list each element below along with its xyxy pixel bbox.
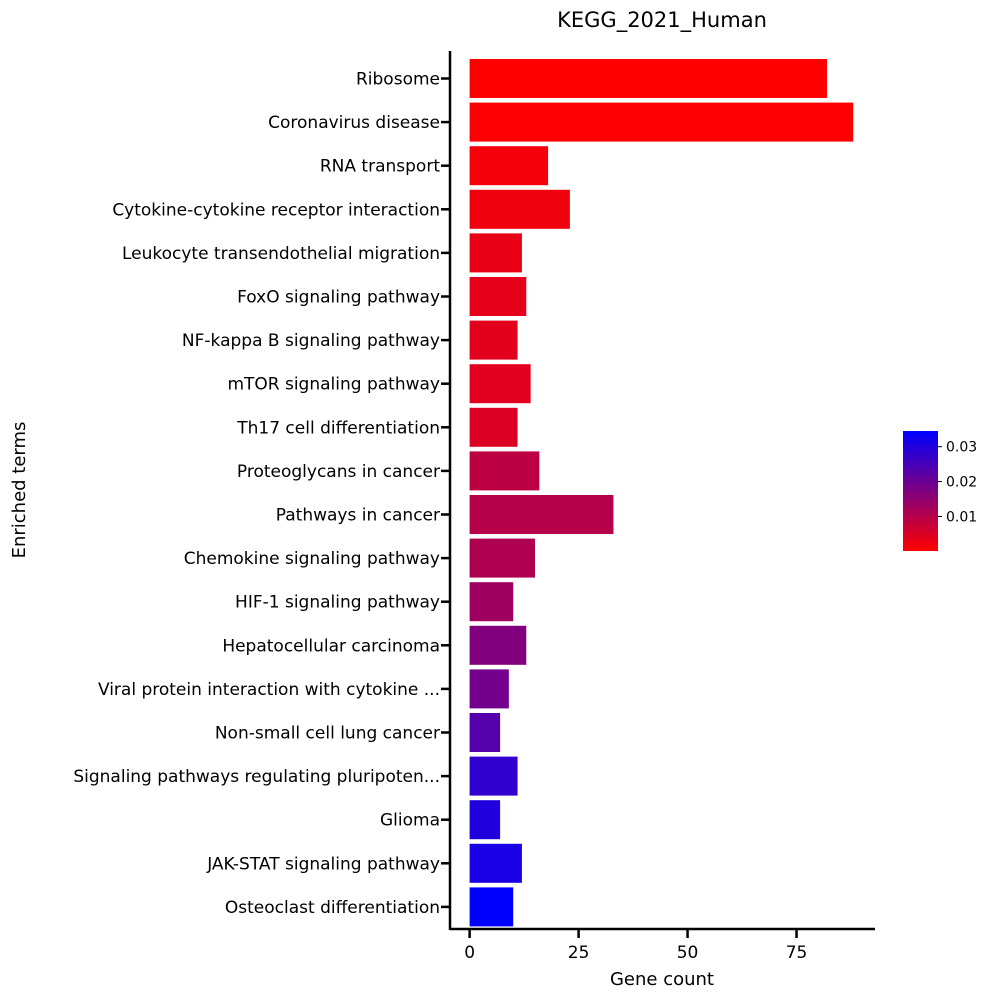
bar <box>469 582 514 622</box>
bar <box>469 800 501 840</box>
category-label: RNA transport <box>320 157 440 177</box>
chart-title: KEGG_2021_Human <box>557 8 767 33</box>
colorbar-tick-label: 0.03 <box>946 440 977 456</box>
bar <box>469 146 549 186</box>
category-label: Coronavirus disease <box>268 113 440 133</box>
bar <box>469 102 854 142</box>
category-label: Non-small cell lung cancer <box>215 724 440 744</box>
bar <box>469 538 535 578</box>
category-label: Ribosome <box>356 70 440 90</box>
bar <box>469 495 614 534</box>
colorbar-tick-label: 0.02 <box>946 475 977 491</box>
category-label: HIF-1 signaling pathway <box>235 593 440 613</box>
category-label: mTOR signaling pathway <box>227 375 440 395</box>
category-label: Pathways in cancer <box>276 506 440 526</box>
x-tick-label: 25 <box>568 943 590 963</box>
x-axis-title: Gene count <box>610 969 714 990</box>
category-label: FoxO signaling pathway <box>237 288 440 308</box>
bar <box>469 843 522 883</box>
bar <box>469 407 518 447</box>
bars-group <box>469 59 854 927</box>
bar <box>469 364 531 404</box>
category-label: Proteoglycans in cancer <box>237 462 440 482</box>
bar <box>469 233 522 273</box>
category-label: Cytokine-cytokine receptor interaction <box>112 200 440 220</box>
colorbar-gradient <box>903 431 938 551</box>
category-label: Hepatocellular carcinoma <box>222 636 440 656</box>
x-tick-label: 0 <box>464 943 475 963</box>
x-tick-label: 50 <box>677 943 699 963</box>
category-labels-group: Ribosome Coronavirus disease RNA transport… <box>73 70 450 918</box>
category-label: Signaling pathways regulating pluripoten… <box>73 767 440 787</box>
colorbar-tick-label: 0.01 <box>946 509 977 525</box>
bar <box>469 756 518 796</box>
bar <box>469 189 570 229</box>
category-label: JAK-STAT signaling pathway <box>206 854 440 874</box>
y-axis-title: Enriched terms <box>9 422 30 559</box>
colorbar: 0.01 0.02 0.03 <box>903 431 977 551</box>
bar <box>469 451 540 491</box>
category-label: Chemokine signaling pathway <box>184 549 440 569</box>
category-label: Leukocyte transendothelial migration <box>122 244 440 264</box>
bar <box>469 59 828 98</box>
category-label: NF-kappa B signaling pathway <box>182 331 440 351</box>
category-label: Viral protein interaction with cytokine … <box>98 680 440 700</box>
category-label: Osteoclast differentiation <box>225 898 440 918</box>
bar <box>469 887 514 927</box>
category-label: Th17 cell differentiation <box>236 418 440 438</box>
bar <box>469 320 518 360</box>
x-axis: 0 25 50 75 <box>450 927 875 963</box>
bar <box>469 277 527 316</box>
bar <box>469 625 527 665</box>
x-tick-label: 75 <box>786 943 808 963</box>
category-label: Glioma <box>380 811 440 831</box>
bar <box>469 669 509 709</box>
bar <box>469 713 501 752</box>
